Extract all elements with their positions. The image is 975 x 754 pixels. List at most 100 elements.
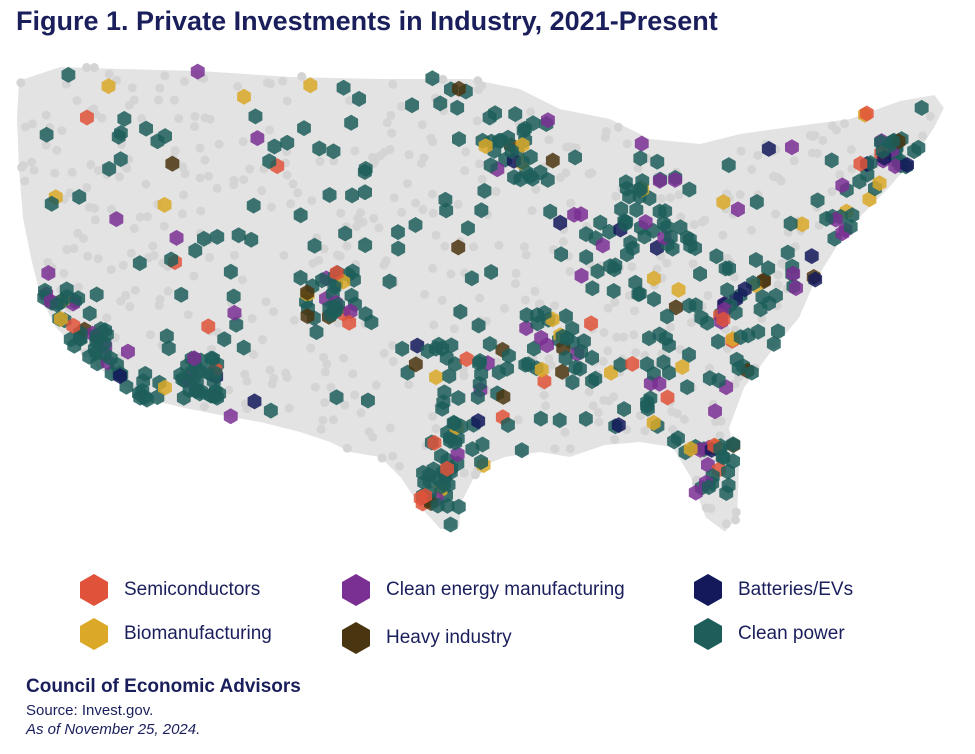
investment-marker — [113, 368, 127, 385]
background-dot — [196, 206, 206, 216]
investment-marker — [721, 463, 735, 480]
background-dot — [437, 295, 447, 305]
legend-item-clean-power: Clean power — [692, 616, 845, 652]
background-dot — [729, 272, 739, 282]
background-dot — [190, 121, 200, 131]
background-dot — [721, 519, 731, 529]
investment-marker — [541, 112, 555, 129]
background-dot — [718, 230, 728, 240]
background-dot — [339, 353, 349, 363]
investment-marker — [201, 318, 216, 335]
background-dot — [404, 150, 414, 160]
investment-marker — [810, 192, 825, 209]
investment-marker — [59, 281, 74, 298]
background-dot — [394, 461, 404, 471]
legend-item-heavy-industry: Heavy industry — [340, 620, 512, 656]
background-dot — [18, 160, 28, 170]
investment-marker — [465, 441, 480, 458]
background-dot — [102, 313, 112, 323]
background-dot — [665, 193, 675, 203]
investment-marker — [631, 286, 646, 303]
investment-marker — [749, 252, 763, 268]
background-dot — [333, 318, 343, 328]
background-dot — [27, 119, 37, 129]
background-dot — [472, 116, 482, 126]
investment-marker — [789, 280, 803, 297]
investment-marker — [450, 446, 465, 463]
investment-marker — [650, 239, 664, 256]
investment-marker — [405, 97, 419, 114]
investment-marker — [342, 314, 357, 331]
investment-marker — [662, 337, 676, 354]
investment-marker — [358, 184, 372, 201]
investment-marker — [702, 370, 717, 387]
investment-marker — [731, 360, 746, 377]
background-dot — [374, 223, 384, 233]
investment-marker — [227, 304, 242, 321]
background-dot — [129, 224, 139, 234]
investment-marker — [80, 109, 94, 126]
background-dot — [160, 71, 170, 81]
background-dot — [214, 139, 224, 149]
investment-marker — [643, 390, 658, 407]
map-svg — [14, 63, 947, 535]
background-dot — [319, 352, 329, 362]
background-dot — [599, 395, 609, 405]
investment-marker — [217, 331, 232, 348]
background-dot — [169, 95, 179, 105]
background-dot — [239, 175, 249, 185]
background-dot — [315, 156, 325, 166]
investment-marker — [652, 326, 667, 343]
investment-marker — [673, 219, 688, 236]
background-dot — [388, 340, 398, 350]
investment-marker — [554, 246, 568, 263]
investment-marker — [329, 389, 344, 406]
background-dot — [731, 507, 741, 517]
background-dot — [195, 173, 205, 183]
investment-marker — [186, 369, 201, 386]
background-dot — [379, 260, 389, 270]
background-dot — [328, 415, 338, 425]
investment-marker — [688, 240, 702, 257]
investment-marker — [584, 315, 598, 332]
background-dot — [388, 451, 398, 461]
investment-marker — [442, 368, 457, 384]
background-dot — [258, 335, 268, 345]
investment-marker — [614, 201, 629, 218]
hexagon-icon — [80, 574, 108, 606]
background-dot — [475, 293, 485, 303]
legend-label: Clean power — [738, 623, 845, 644]
investment-marker — [731, 201, 745, 218]
background-dot — [90, 215, 100, 225]
investment-marker — [602, 223, 617, 240]
investment-marker — [718, 260, 733, 277]
legend-label: Batteries/EVs — [738, 579, 854, 600]
investment-marker — [900, 156, 914, 173]
background-dot — [555, 173, 565, 183]
investment-marker — [859, 105, 874, 122]
background-dot — [345, 96, 355, 106]
investment-marker — [433, 95, 448, 112]
investment-marker — [504, 143, 519, 160]
background-dot — [348, 369, 358, 379]
investment-marker — [888, 158, 903, 175]
background-dot — [459, 468, 469, 478]
investment-marker — [625, 355, 640, 372]
background-dot — [93, 254, 103, 264]
investment-marker — [431, 336, 446, 353]
investment-marker — [555, 363, 570, 380]
background-dot — [491, 186, 501, 196]
background-dot — [428, 208, 438, 218]
investment-marker — [326, 143, 341, 160]
investment-marker — [534, 329, 549, 346]
investment-marker — [585, 280, 600, 297]
background-dot — [469, 242, 479, 252]
investment-marker — [795, 216, 810, 233]
background-dot — [340, 400, 350, 410]
investment-marker — [633, 150, 648, 167]
as-of-note: As of November 25, 2024. — [26, 721, 201, 738]
investment-marker — [835, 177, 850, 194]
investment-marker — [336, 79, 351, 96]
investment-marker — [474, 454, 488, 470]
investment-marker — [448, 434, 463, 451]
